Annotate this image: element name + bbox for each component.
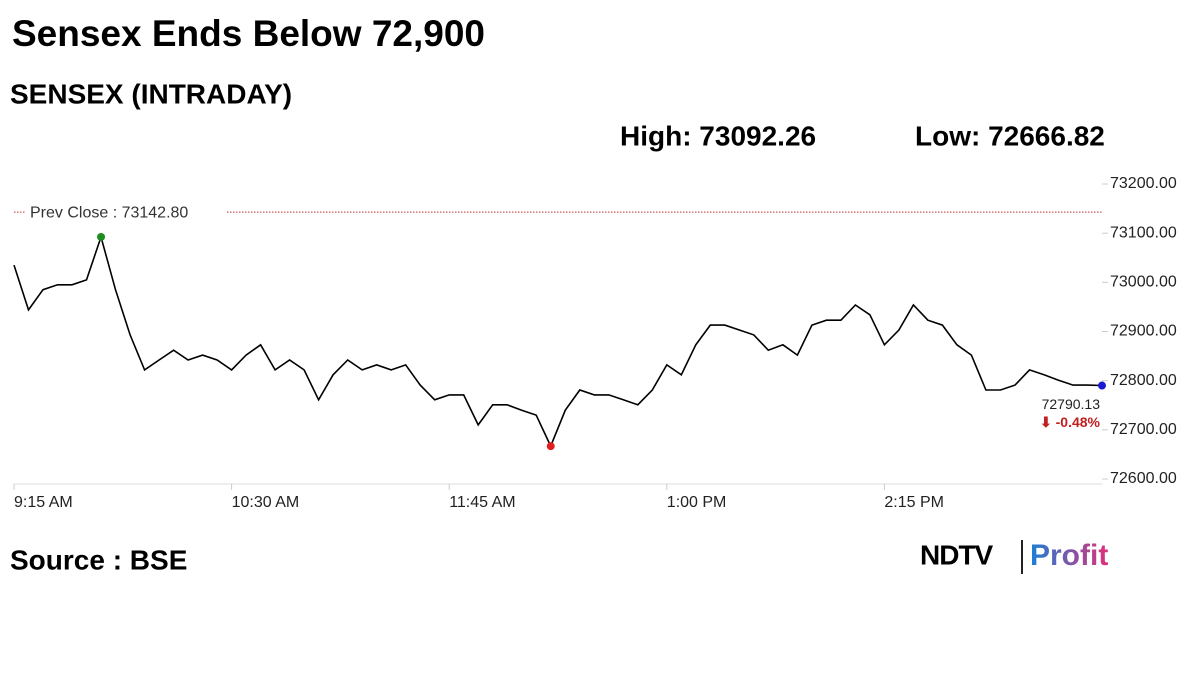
low-marker (546, 442, 555, 451)
y-tick-label: 72900.00 (1110, 323, 1177, 340)
y-tick-label: 73200.00 (1110, 175, 1177, 192)
chart-subtitle: SENSEX (INTRADAY) (10, 78, 292, 109)
prev-close-label: Prev Close : 73142.80 (30, 204, 188, 221)
x-tick-label: 1:00 PM (667, 494, 727, 511)
y-tick-label: 72600.00 (1110, 470, 1177, 487)
y-tick-label: 72700.00 (1110, 421, 1177, 438)
y-tick-label: 73000.00 (1110, 274, 1177, 291)
change-label: ⬇ -0.48% (1040, 414, 1101, 430)
x-tick-label: 9:15 AM (14, 494, 73, 511)
line-series (13, 234, 1103, 449)
high-label: High: 73092.26 (620, 120, 816, 151)
prev-close-bg (26, 201, 226, 222)
logo-brand: NDTV (920, 539, 994, 570)
x-tick-label: 10:30 AM (232, 494, 300, 511)
source: Source : BSE (10, 544, 187, 575)
y-tick-label: 73100.00 (1110, 224, 1177, 241)
chart-title: Sensex Ends Below 72,900 (12, 13, 485, 54)
logo-product: Profit (1030, 539, 1108, 572)
high-marker (97, 232, 106, 241)
last-marker (1098, 381, 1106, 390)
last-value-label: 72790.13 (1042, 396, 1101, 412)
low-label: Low: 72666.82 (915, 120, 1105, 151)
y-tick-label: 72800.00 (1110, 372, 1177, 389)
x-tick-label: 11:45 AM (449, 494, 515, 511)
x-tick-label: 2:15 PM (884, 494, 944, 511)
